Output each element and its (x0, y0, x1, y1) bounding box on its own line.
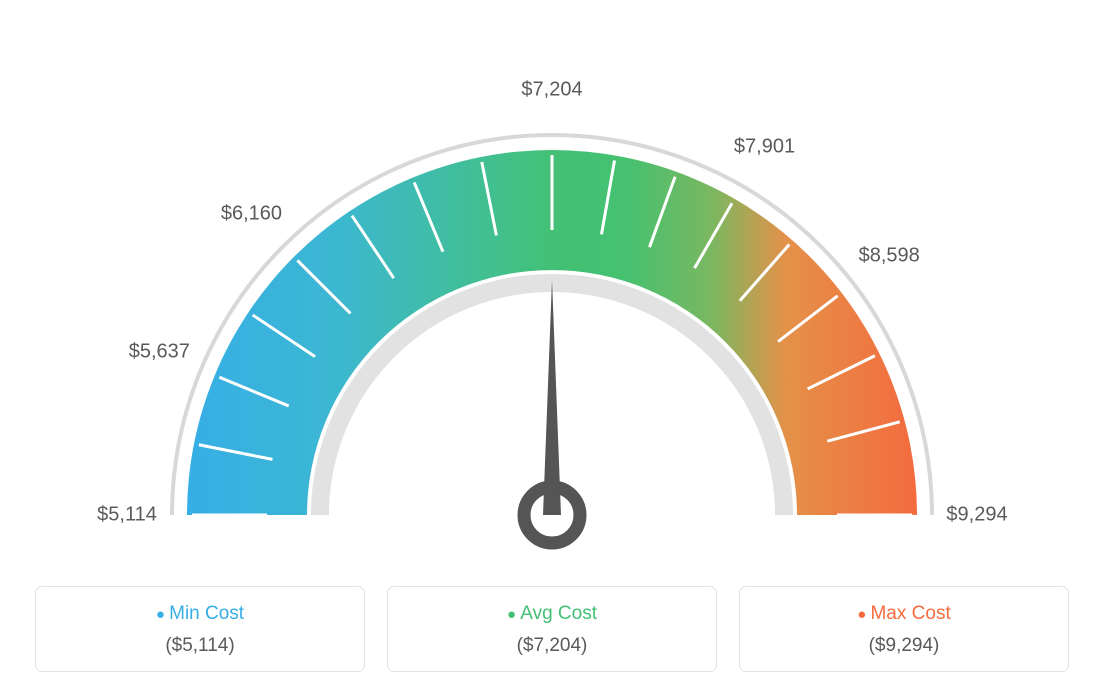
gauge-chart: $5,114 $5,637 $6,160 $7,204 $7,901 $8,598 $9,2… (0, 0, 1104, 560)
legend-row: Min Cost ($5,114) Avg Cost ($7,204) Max … (0, 586, 1104, 672)
legend-box-avg: Avg Cost ($7,204) (387, 586, 717, 672)
legend-value-max: ($9,294) (740, 635, 1068, 657)
scale-label: $8,598 (859, 245, 920, 268)
legend-title-avg: Avg Cost (388, 603, 716, 625)
legend-box-min: Min Cost ($5,114) (35, 586, 365, 672)
legend-value-avg: ($7,204) (388, 635, 716, 657)
legend-title-max: Max Cost (740, 603, 1068, 625)
gauge-svg (0, 50, 1104, 610)
legend-title-min: Min Cost (36, 603, 364, 625)
legend-box-max: Max Cost ($9,294) (739, 586, 1069, 672)
scale-label: $5,637 (129, 341, 190, 364)
scale-label: $7,204 (521, 79, 582, 102)
scale-label: $6,160 (221, 203, 282, 226)
scale-label: $9,294 (946, 504, 1007, 527)
legend-value-min: ($5,114) (36, 635, 364, 657)
scale-label: $7,901 (734, 135, 795, 158)
scale-label: $5,114 (97, 504, 157, 527)
